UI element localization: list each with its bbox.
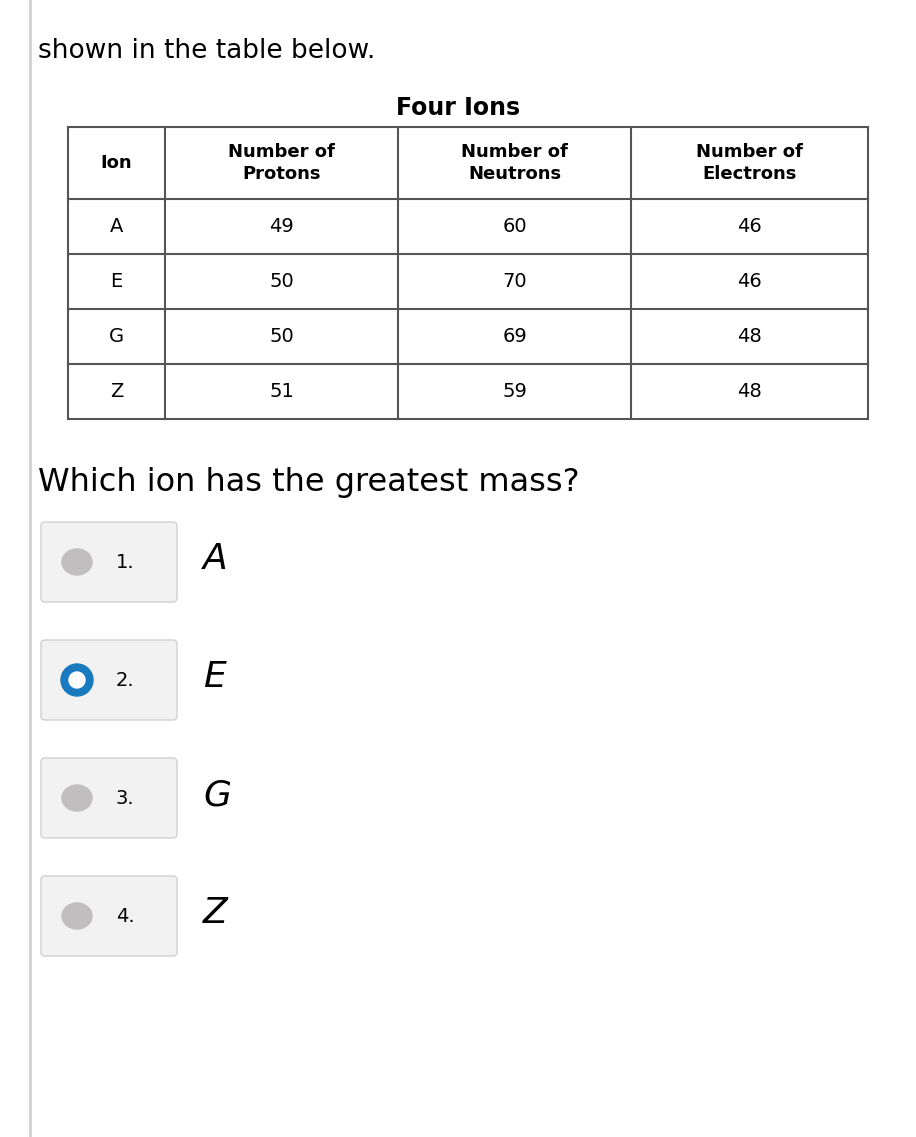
Text: 50: 50 bbox=[269, 272, 294, 291]
Ellipse shape bbox=[62, 549, 92, 575]
Text: A: A bbox=[110, 217, 123, 236]
Text: Number of
Electrons: Number of Electrons bbox=[696, 143, 803, 183]
Bar bbox=[68, 127, 868, 420]
Text: shown in the table below.: shown in the table below. bbox=[38, 38, 376, 64]
FancyBboxPatch shape bbox=[41, 522, 177, 601]
Ellipse shape bbox=[62, 903, 92, 929]
Text: Z: Z bbox=[203, 896, 228, 930]
Text: 46: 46 bbox=[737, 272, 762, 291]
Text: 3.: 3. bbox=[115, 789, 135, 808]
Text: Four Ions: Four Ions bbox=[396, 96, 520, 121]
Text: 4.: 4. bbox=[115, 907, 135, 927]
Text: 59: 59 bbox=[502, 382, 527, 401]
Text: Ion: Ion bbox=[101, 153, 132, 172]
Text: E: E bbox=[110, 272, 123, 291]
FancyBboxPatch shape bbox=[41, 875, 177, 956]
FancyBboxPatch shape bbox=[41, 758, 177, 838]
Text: 48: 48 bbox=[737, 327, 762, 346]
FancyBboxPatch shape bbox=[41, 640, 177, 720]
Text: 69: 69 bbox=[502, 327, 527, 346]
Text: 46: 46 bbox=[737, 217, 762, 236]
Text: Number of
Protons: Number of Protons bbox=[228, 143, 335, 183]
Text: Which ion has the greatest mass?: Which ion has the greatest mass? bbox=[38, 467, 580, 498]
Ellipse shape bbox=[62, 785, 92, 811]
Text: 2.: 2. bbox=[115, 672, 135, 690]
Text: 1.: 1. bbox=[115, 554, 135, 573]
Text: 49: 49 bbox=[269, 217, 294, 236]
Text: G: G bbox=[109, 327, 124, 346]
Circle shape bbox=[69, 672, 85, 688]
Text: Z: Z bbox=[110, 382, 123, 401]
Text: 51: 51 bbox=[269, 382, 294, 401]
Text: 70: 70 bbox=[502, 272, 527, 291]
Text: 48: 48 bbox=[737, 382, 762, 401]
Text: A: A bbox=[203, 542, 228, 576]
Text: E: E bbox=[203, 659, 226, 694]
Text: 50: 50 bbox=[269, 327, 294, 346]
Text: 60: 60 bbox=[502, 217, 527, 236]
Circle shape bbox=[61, 664, 93, 696]
Text: Number of
Neutrons: Number of Neutrons bbox=[461, 143, 568, 183]
Text: G: G bbox=[203, 778, 231, 812]
